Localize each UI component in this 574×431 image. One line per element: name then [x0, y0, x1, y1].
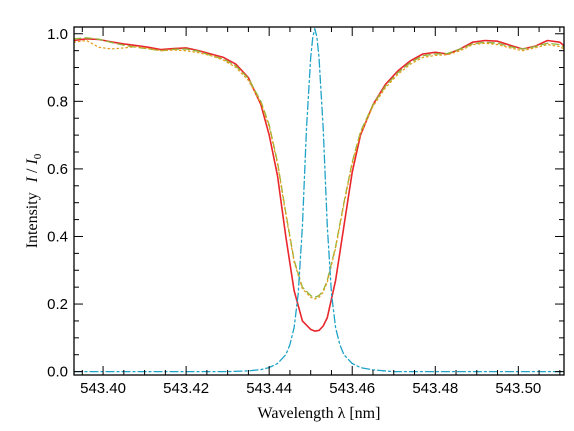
- y-tick-label: 0.2: [47, 296, 68, 313]
- x-tick-label: 543.40: [80, 380, 126, 397]
- x-tick-label: 543.46: [329, 380, 375, 397]
- x-axis: 543.40 543.42 543.44 543.46 543.48 543.50: [80, 27, 561, 397]
- y-tick-label: 0.0: [47, 364, 68, 381]
- x-tick-label: 543.50: [495, 380, 541, 397]
- y-axis-title-slash: /: [24, 165, 41, 177]
- y-tick-label: 0.4: [47, 228, 68, 245]
- y-tick-label: 1.0: [47, 26, 68, 43]
- x-tick-label: 543.42: [163, 380, 209, 397]
- plot-frame: [73, 26, 565, 376]
- y-axis-title-subscript: 0: [32, 153, 44, 159]
- x-axis-title: Wavelength λ [nm]: [258, 405, 381, 422]
- y-tick-label: 0.6: [47, 161, 68, 178]
- y-axis: 0.0 0.2 0.4 0.6 0.8 1.0: [47, 26, 564, 381]
- y-axis-title: IntensityI / I0: [24, 153, 44, 248]
- x-tick-label: 543.44: [246, 380, 292, 397]
- series-layer: [74, 28, 564, 373]
- y-axis-title-symbol-2: I: [24, 159, 41, 166]
- series-line-2: [74, 37, 564, 298]
- y-axis-title-symbol: I: [24, 176, 41, 183]
- x-axis-title-text: Wavelength: [258, 405, 338, 422]
- x-axis-title-symbol: λ: [338, 405, 346, 422]
- y-axis-title-text: Intensity: [24, 192, 41, 248]
- series-line-4: [74, 28, 564, 373]
- x-axis-title-unit: [nm]: [345, 405, 380, 422]
- y-tick-label: 0.8: [47, 93, 68, 110]
- x-tick-label: 543.48: [412, 380, 458, 397]
- series-line-1: [74, 37, 564, 332]
- series-line-3: [74, 39, 564, 300]
